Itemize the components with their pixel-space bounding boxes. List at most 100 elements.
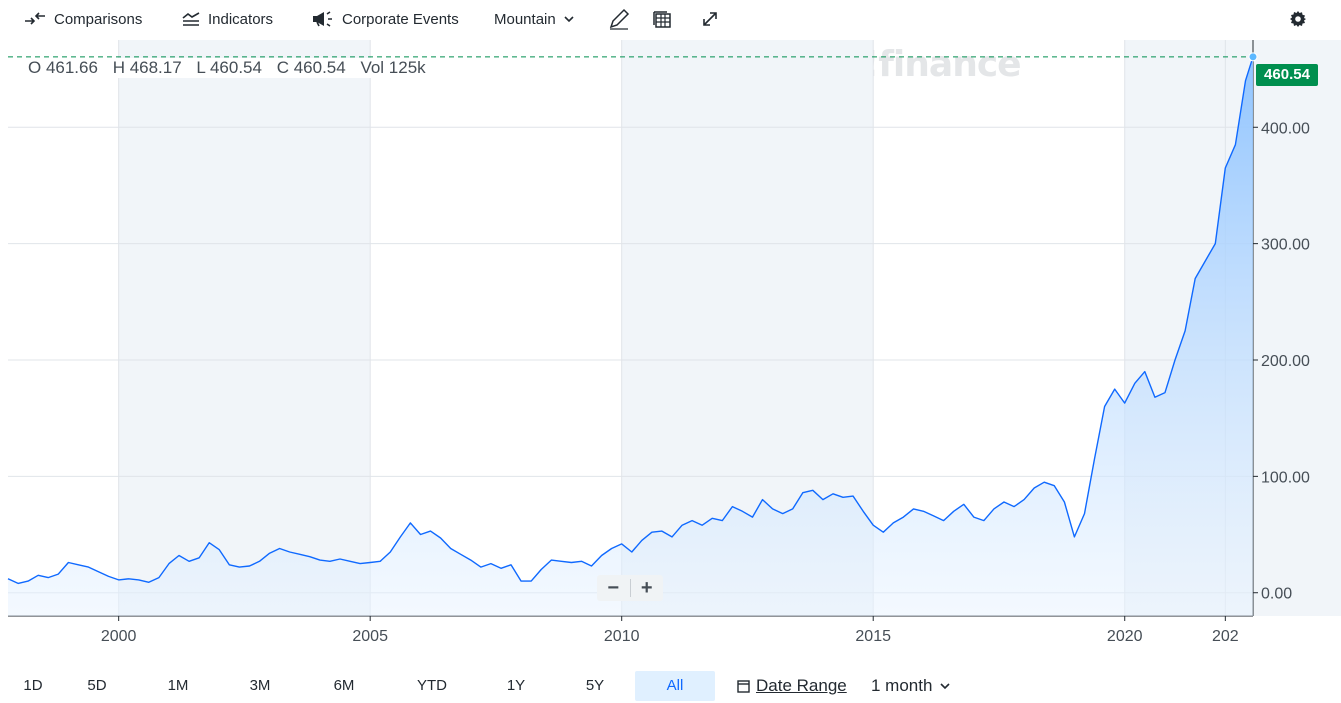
data-point xyxy=(449,547,451,549)
range-button-6m[interactable]: 6M xyxy=(333,677,355,694)
date-range-button[interactable]: Date Range xyxy=(737,671,847,701)
data-point xyxy=(691,519,693,521)
data-point xyxy=(228,564,230,566)
data-point xyxy=(882,531,884,533)
data-point xyxy=(631,551,633,553)
data-point xyxy=(369,561,371,563)
data-point xyxy=(339,558,341,560)
volume-value: Vol 125k xyxy=(360,58,426,77)
data-point xyxy=(530,580,532,582)
comparisons-button[interactable]: Comparisons xyxy=(24,9,142,29)
data-point xyxy=(97,571,99,573)
data-point xyxy=(359,562,361,564)
data-point xyxy=(993,508,995,510)
table-icon[interactable] xyxy=(651,8,673,30)
data-point xyxy=(490,562,492,564)
x-tick-label: 2000 xyxy=(101,628,137,645)
data-point xyxy=(1033,487,1035,489)
series-line xyxy=(7,56,1254,585)
data-point xyxy=(620,543,622,545)
pencil-icon[interactable] xyxy=(608,8,630,30)
data-point xyxy=(1184,330,1186,332)
data-point xyxy=(148,581,150,583)
zoom-out-button[interactable]: − xyxy=(607,577,620,599)
data-point xyxy=(309,555,311,557)
data-point xyxy=(299,553,301,555)
indicators-button[interactable]: Indicators xyxy=(182,9,273,29)
data-point xyxy=(1023,498,1025,500)
data-point xyxy=(1063,501,1065,503)
range-button-all[interactable]: All xyxy=(635,671,715,701)
data-point xyxy=(1234,144,1236,146)
chart-toolbar: Comparisons Indicators Corporate Events … xyxy=(0,0,1341,38)
y-tick-label: 200.00 xyxy=(1261,353,1310,370)
data-point xyxy=(942,519,944,521)
data-point xyxy=(661,530,663,532)
data-point xyxy=(741,510,743,512)
data-point xyxy=(781,512,783,514)
data-point xyxy=(922,510,924,512)
expand-icon[interactable] xyxy=(699,8,721,30)
range-button-3m[interactable]: 3M xyxy=(249,677,271,694)
range-button-1d[interactable]: 1D xyxy=(23,677,43,694)
chevron-down-icon xyxy=(940,683,951,690)
indicators-label: Indicators xyxy=(208,10,274,28)
data-point xyxy=(158,576,160,578)
data-point xyxy=(248,565,250,567)
data-point xyxy=(1214,242,1216,244)
year-band xyxy=(118,40,371,616)
price-area xyxy=(8,56,1253,617)
data-point xyxy=(429,530,431,532)
last-price-tag: 460.54 xyxy=(1256,64,1318,86)
data-point xyxy=(832,493,834,495)
data-point xyxy=(409,522,411,524)
x-tick-label: 202 xyxy=(1212,628,1239,645)
data-point xyxy=(1093,458,1095,460)
data-point xyxy=(7,578,9,580)
data-point xyxy=(319,559,321,561)
corporate-events-button[interactable]: Corporate Events xyxy=(312,9,459,29)
range-button-1m[interactable]: 1M xyxy=(167,677,189,694)
open-value: O 461.66 xyxy=(28,58,98,77)
range-button-5d[interactable]: 5D xyxy=(87,677,107,694)
data-point xyxy=(480,566,482,568)
range-selector: 1D 5D 1M 3M 6M YTD 1Y 5Y All Date Range … xyxy=(0,668,1341,703)
y-axis-ticks: 0.00 100.00 200.00 300.00 400.00 xyxy=(1253,120,1310,603)
data-point xyxy=(1144,370,1146,372)
high-value: H 468.17 xyxy=(112,58,182,77)
data-point xyxy=(1164,391,1166,393)
gear-icon[interactable] xyxy=(1287,8,1309,30)
data-point xyxy=(822,498,824,500)
interval-dropdown[interactable]: 1 month xyxy=(871,671,951,701)
range-button-1y[interactable]: 1Y xyxy=(506,677,526,694)
interval-label: 1 month xyxy=(871,676,933,695)
data-point xyxy=(349,560,351,562)
data-point xyxy=(258,560,260,562)
calendar-icon xyxy=(737,680,750,693)
data-point xyxy=(1224,167,1226,169)
price-chart[interactable]: 2000 2005 2010 2015 2020 202 0.00 100.00 200.00… xyxy=(0,0,1341,668)
data-point xyxy=(1103,405,1105,407)
zoom-in-button[interactable]: + xyxy=(640,577,653,599)
data-point xyxy=(792,508,794,510)
data-point xyxy=(761,498,763,500)
data-point xyxy=(550,559,552,561)
y-tick-label: 100.00 xyxy=(1261,469,1310,486)
data-point xyxy=(912,508,914,510)
date-range-label: Date Range xyxy=(756,676,847,695)
compare-arrows-icon xyxy=(25,12,45,25)
data-point xyxy=(389,551,391,553)
range-button-ytd[interactable]: YTD xyxy=(417,677,447,694)
data-point xyxy=(399,536,401,538)
chart-type-dropdown[interactable]: Mountain xyxy=(494,9,574,29)
data-point xyxy=(671,536,673,538)
data-point xyxy=(1134,382,1136,384)
data-point xyxy=(862,510,864,512)
data-point xyxy=(701,524,703,526)
data-point xyxy=(580,560,582,562)
data-point xyxy=(1174,359,1176,361)
data-point xyxy=(751,516,753,518)
range-button-5y[interactable]: 5Y xyxy=(585,677,605,694)
data-point xyxy=(1124,402,1126,404)
data-point xyxy=(1113,388,1115,390)
